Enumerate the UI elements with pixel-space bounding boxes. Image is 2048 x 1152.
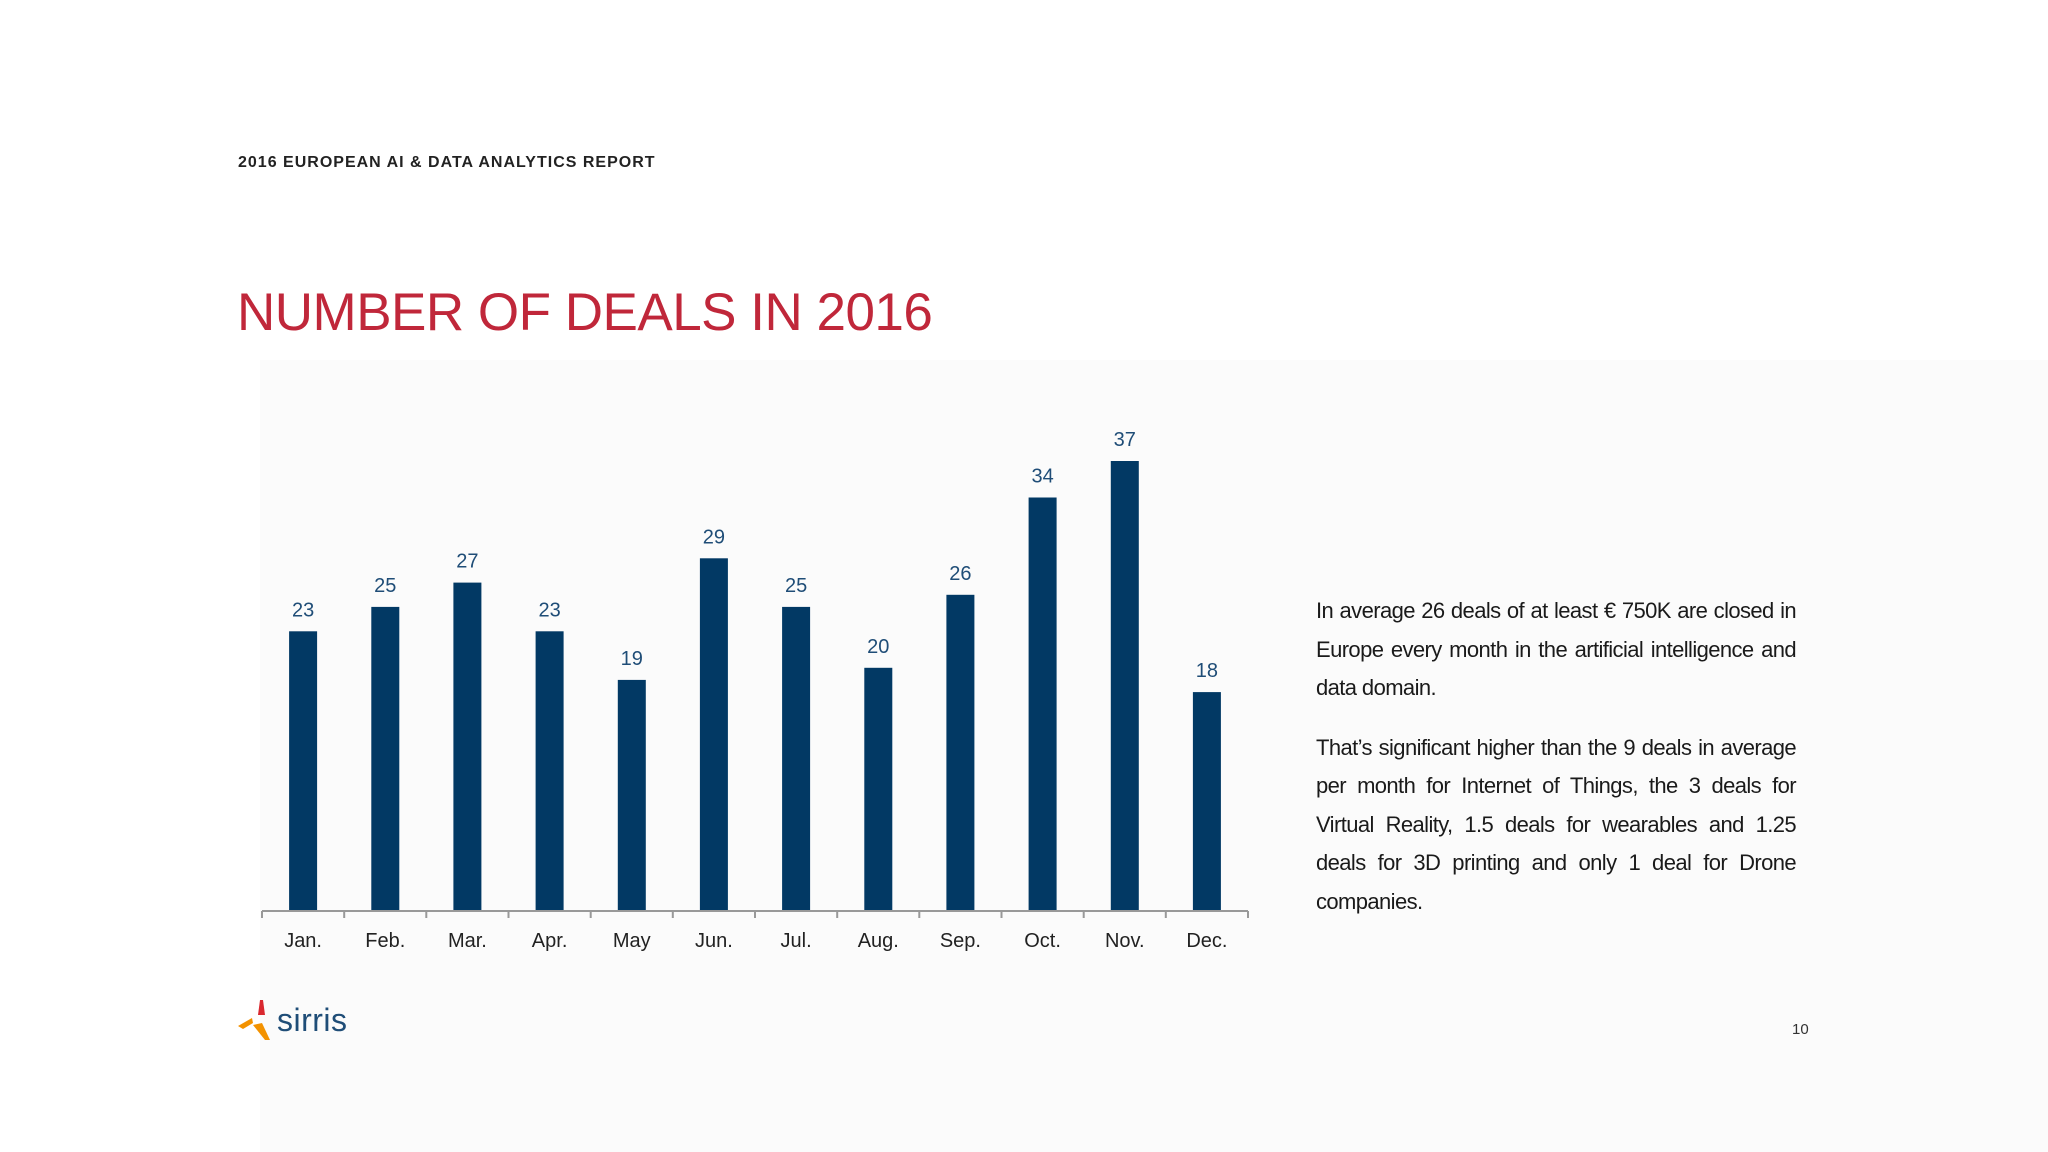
x-tick-label-7: Aug. <box>858 930 899 952</box>
sirris-logo-mark <box>238 1000 270 1040</box>
logo-text: sirris <box>277 1002 348 1038</box>
commentary: In average 26 deals of at least € 750K a… <box>1316 592 1797 942</box>
bar-7 <box>864 667 893 911</box>
bar-chart-svg: 23 Jan. 25 Feb. 27 Mar. 23 Apr. 19 May 29 Jun. 25 Jul… <box>261 429 1249 952</box>
bar-2 <box>453 582 482 911</box>
page-number: 10 <box>1792 1021 1809 1038</box>
bar-11 <box>1192 692 1221 911</box>
data-label-4: 19 <box>621 648 643 670</box>
x-tick-label-11: Dec. <box>1186 930 1227 952</box>
deals-bar-chart: 23 Jan. 25 Feb. 27 Mar. 23 Apr. 19 May 29 Jun. 25 Jul… <box>250 400 1260 970</box>
report-label: 2016 EUROPEAN AI & DATA ANALYTICS REPORT <box>238 154 656 171</box>
bar-8 <box>946 594 975 911</box>
x-tick-label-6: Jul. <box>781 930 812 952</box>
bar-9 <box>1028 497 1057 911</box>
data-label-11: 18 <box>1196 660 1218 682</box>
x-tick-label-10: Nov. <box>1105 930 1145 952</box>
data-label-7: 20 <box>867 636 889 658</box>
data-label-1: 25 <box>374 575 396 597</box>
commentary-paragraph-2: That’s significant higher than the 9 dea… <box>1316 734 1797 914</box>
data-label-2: 27 <box>456 551 478 573</box>
bar-4 <box>617 679 646 911</box>
data-label-9: 34 <box>1031 466 1053 488</box>
x-tick-label-5: Jun. <box>695 930 733 952</box>
data-label-5: 29 <box>703 526 725 548</box>
x-tick-label-2: Mar. <box>448 930 487 952</box>
x-tick-label-8: Sep. <box>940 930 981 952</box>
slide-title: NUMBER OF DEALS IN 2016 <box>237 283 933 342</box>
x-tick-label-3: Apr. <box>532 930 568 952</box>
bar-5 <box>699 558 728 911</box>
bar-10 <box>1110 461 1139 911</box>
bar-3 <box>535 631 564 911</box>
bar-6 <box>782 606 811 911</box>
data-label-0: 23 <box>292 599 314 621</box>
data-label-8: 26 <box>949 563 971 585</box>
commentary-paragraph-1: In average 26 deals of at least € 750K a… <box>1316 598 1797 700</box>
x-tick-label-4: May <box>613 930 651 952</box>
bar-1 <box>371 606 400 911</box>
x-tick-label-0: Jan. <box>284 930 322 952</box>
data-label-3: 23 <box>538 599 560 621</box>
data-label-10: 37 <box>1114 429 1136 451</box>
sirris-logo: sirris <box>236 998 366 1042</box>
bar-0 <box>289 631 318 911</box>
x-tick-label-9: Oct. <box>1024 930 1061 952</box>
data-label-6: 25 <box>785 575 807 597</box>
x-tick-label-1: Feb. <box>365 930 405 952</box>
